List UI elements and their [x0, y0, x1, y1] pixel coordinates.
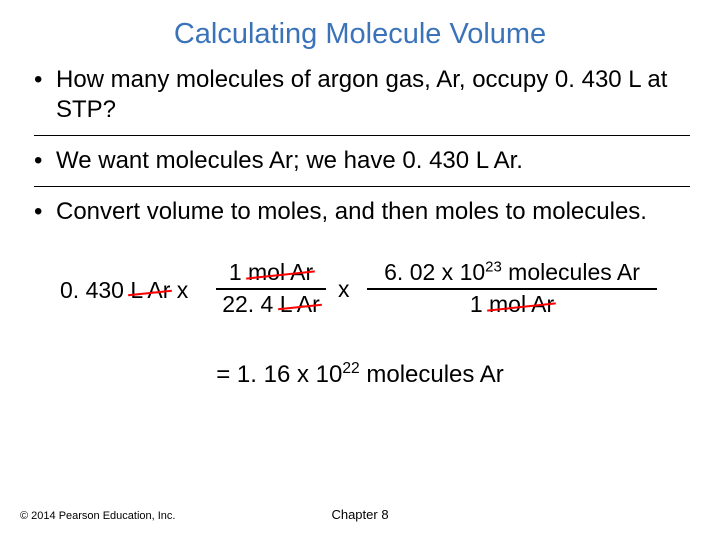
- bullet-dot: •: [34, 197, 42, 227]
- start-unit-struck: L Ar: [130, 277, 170, 304]
- fraction-2: 6. 02 x 1023 molecules Ar 1 mol Ar: [362, 259, 662, 318]
- equation-start: 0. 430 L Ar x: [60, 277, 188, 304]
- bullet-1-text: How many molecules of argon gas, Ar, occ…: [56, 66, 667, 123]
- times-2: x: [338, 276, 350, 303]
- frac1-num: 1 mol Ar: [211, 259, 331, 286]
- bullet-list: • How many molecules of argon gas, Ar, o…: [0, 65, 720, 227]
- divider-2: [34, 186, 690, 187]
- equation: 0. 430 L Ar x 1 mol Ar 22. 4 L Ar x 6. 0…: [0, 251, 720, 331]
- bullet-1: • How many molecules of argon gas, Ar, o…: [34, 65, 690, 125]
- start-qty: 0. 430: [60, 277, 124, 303]
- result-line: = 1. 16 x 1022 molecules Ar: [0, 361, 720, 389]
- fraction-1: 1 mol Ar 22. 4 L Ar: [211, 259, 331, 318]
- frac1-bar: [216, 288, 326, 290]
- bullet-2: • We want molecules Ar; we have 0. 430 L…: [34, 146, 690, 176]
- bullet-dot: •: [34, 65, 42, 95]
- frac2-den-unit: mol Ar: [489, 291, 554, 318]
- page-title: Calculating Molecule Volume: [0, 0, 720, 65]
- footer-chapter: Chapter 8: [0, 507, 720, 522]
- times-1: x: [177, 277, 189, 303]
- frac2-bar: [367, 288, 657, 290]
- bullet-2-text: We want molecules Ar; we have 0. 430 L A…: [56, 147, 523, 174]
- frac1-den-unit: L Ar: [280, 291, 320, 318]
- frac1-num-unit: mol Ar: [248, 259, 313, 286]
- frac1-den: 22. 4 L Ar: [211, 291, 331, 318]
- bullet-dot: •: [34, 146, 42, 176]
- frac2-num: 6. 02 x 1023 molecules Ar: [362, 259, 662, 286]
- bullet-3-text: Convert volume to moles, and then moles …: [56, 198, 647, 225]
- frac2-den: 1 mol Ar: [362, 291, 662, 318]
- bullet-3: • Convert volume to moles, and then mole…: [34, 197, 690, 227]
- divider-1: [34, 135, 690, 136]
